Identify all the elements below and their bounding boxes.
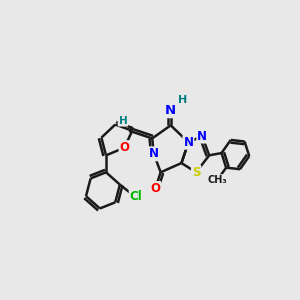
- Text: S: S: [192, 166, 200, 179]
- Text: O: O: [150, 182, 160, 195]
- Text: N: N: [149, 147, 159, 160]
- Text: Cl: Cl: [130, 190, 142, 203]
- Text: N: N: [197, 130, 207, 142]
- Text: N: N: [183, 136, 194, 149]
- Text: H: H: [178, 95, 188, 105]
- Text: CH₃: CH₃: [207, 175, 227, 185]
- Text: O: O: [119, 141, 130, 154]
- Text: N: N: [165, 104, 176, 117]
- Text: H: H: [118, 116, 127, 126]
